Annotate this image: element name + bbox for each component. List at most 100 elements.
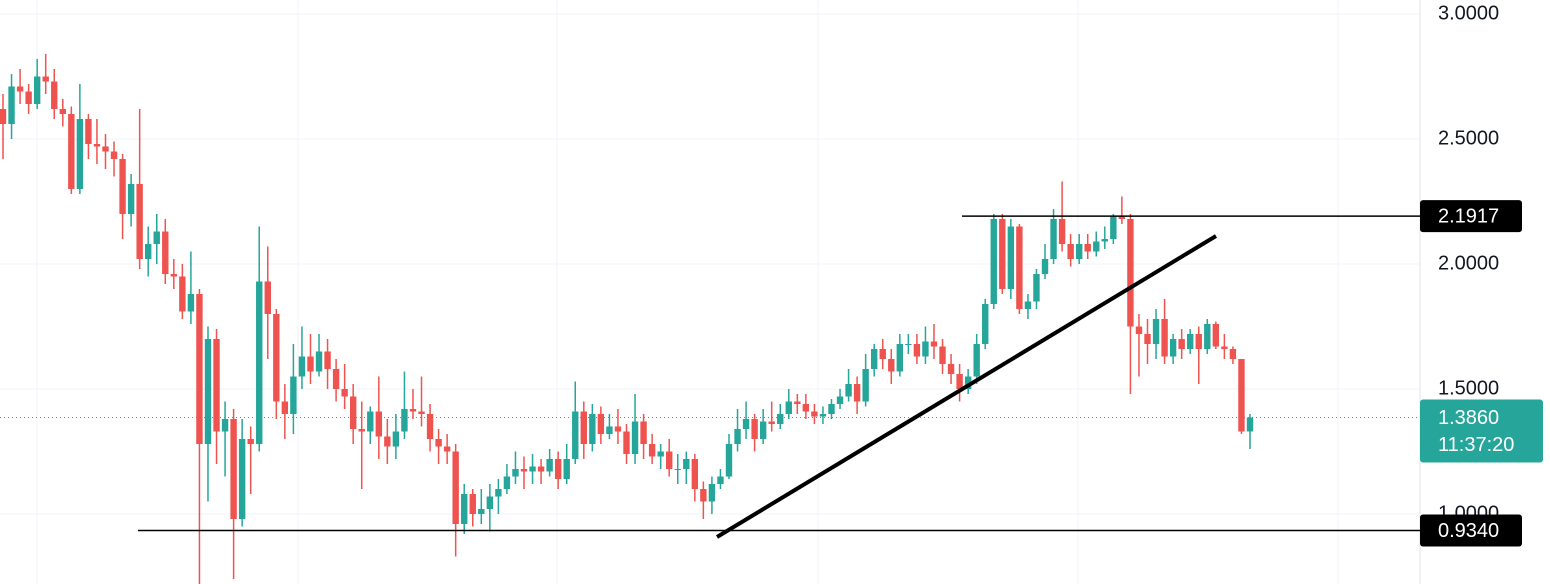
candle-body <box>597 414 605 434</box>
countdown: 11:37:20 <box>1438 434 1514 456</box>
candle-body <box>1058 219 1066 244</box>
candle-body <box>196 294 203 444</box>
candle-body <box>418 411 425 414</box>
candle-body <box>606 426 613 434</box>
candle-body <box>85 119 92 144</box>
candle-body <box>119 159 126 214</box>
level-label: 2.1917 <box>1438 205 1499 227</box>
candle-body <box>862 369 869 402</box>
candle-body <box>127 184 135 214</box>
candle-body <box>315 351 323 372</box>
candle-body <box>452 451 459 524</box>
y-tick-label: 2.5000 <box>1438 127 1499 149</box>
candle-body <box>913 344 921 357</box>
candle-body <box>589 414 596 444</box>
candle-body <box>512 469 519 477</box>
candle-body <box>623 431 630 454</box>
candle-body <box>828 404 835 414</box>
candle-body <box>1169 339 1177 357</box>
candle-body <box>520 469 528 472</box>
y-tick-label: 1.5000 <box>1438 377 1499 399</box>
y-tick-label: 3.0000 <box>1438 2 1499 24</box>
candle-body <box>281 401 289 414</box>
candle-body <box>734 429 741 444</box>
candle-body <box>580 411 587 444</box>
candle-body <box>76 119 84 189</box>
candle-body <box>888 359 895 372</box>
candle-body <box>213 339 220 432</box>
candle-body <box>59 109 66 114</box>
candle-body <box>1187 334 1194 349</box>
candle-body <box>751 419 758 439</box>
last-price-box <box>1420 399 1543 463</box>
candle-body <box>375 411 383 437</box>
price-axis: 3.00002.50002.00001.50001.00002.19170.93… <box>1420 2 1543 547</box>
drawings <box>0 215 1420 532</box>
candle-body <box>273 314 280 402</box>
candle-body <box>572 411 579 459</box>
candle-body <box>409 409 417 412</box>
candle-body <box>819 414 827 417</box>
candle-body <box>708 484 716 502</box>
candle-body <box>298 356 306 377</box>
candle-body <box>742 419 750 429</box>
candle-body <box>144 244 152 259</box>
candle-body <box>25 91 32 104</box>
candle-body <box>922 341 929 357</box>
candle-body <box>1135 326 1143 334</box>
candle-body <box>290 376 297 414</box>
candle-body <box>785 401 792 414</box>
candle-body <box>768 421 775 424</box>
candle-body <box>802 404 810 412</box>
grid <box>0 13 1420 515</box>
candle-body <box>1007 226 1015 289</box>
candle-body <box>700 489 707 502</box>
candle-body <box>896 344 904 372</box>
candle-body <box>1229 349 1237 359</box>
vertical-grid <box>36 0 1339 584</box>
candle-body <box>640 421 647 444</box>
candle-body <box>401 409 408 432</box>
candle-body <box>1195 334 1202 349</box>
candle-body <box>683 459 690 469</box>
candle-body <box>93 144 101 147</box>
candle-body <box>1016 226 1023 309</box>
candle-body <box>905 344 912 345</box>
candle-body <box>546 459 553 472</box>
candles <box>0 54 1254 584</box>
candle-body <box>16 86 24 92</box>
candle-body <box>982 304 989 344</box>
candle-body <box>367 411 374 432</box>
candle-body <box>1246 417 1254 432</box>
candle-body <box>486 496 494 509</box>
candle-body <box>1101 239 1109 242</box>
candle-body <box>426 414 434 439</box>
trend-line[interactable] <box>715 234 1218 539</box>
candle-body <box>256 281 263 444</box>
candle-body <box>674 469 681 470</box>
candle-body <box>102 146 109 152</box>
candle-body <box>162 231 169 274</box>
candle-body <box>836 396 844 404</box>
level-label: 0.9340 <box>1438 520 1499 542</box>
candle-body <box>529 466 536 472</box>
candle-body <box>1110 216 1117 239</box>
candle-body <box>1221 346 1228 349</box>
candle-body <box>110 151 118 159</box>
candle-body <box>435 439 442 447</box>
level-label-box <box>1420 200 1522 233</box>
candle-body <box>947 364 955 374</box>
candle-body <box>461 494 468 524</box>
candle-body <box>332 369 340 389</box>
candle-body <box>631 421 639 454</box>
candle-body <box>614 426 622 432</box>
candle-body <box>725 444 733 477</box>
candle-body <box>33 76 41 104</box>
candle-body <box>469 494 476 514</box>
candle-body <box>1024 301 1032 309</box>
candle-body <box>187 294 195 312</box>
candle-body <box>1033 274 1040 302</box>
candle-body <box>324 351 331 369</box>
candle-body <box>68 114 75 189</box>
candle-body <box>657 451 664 457</box>
